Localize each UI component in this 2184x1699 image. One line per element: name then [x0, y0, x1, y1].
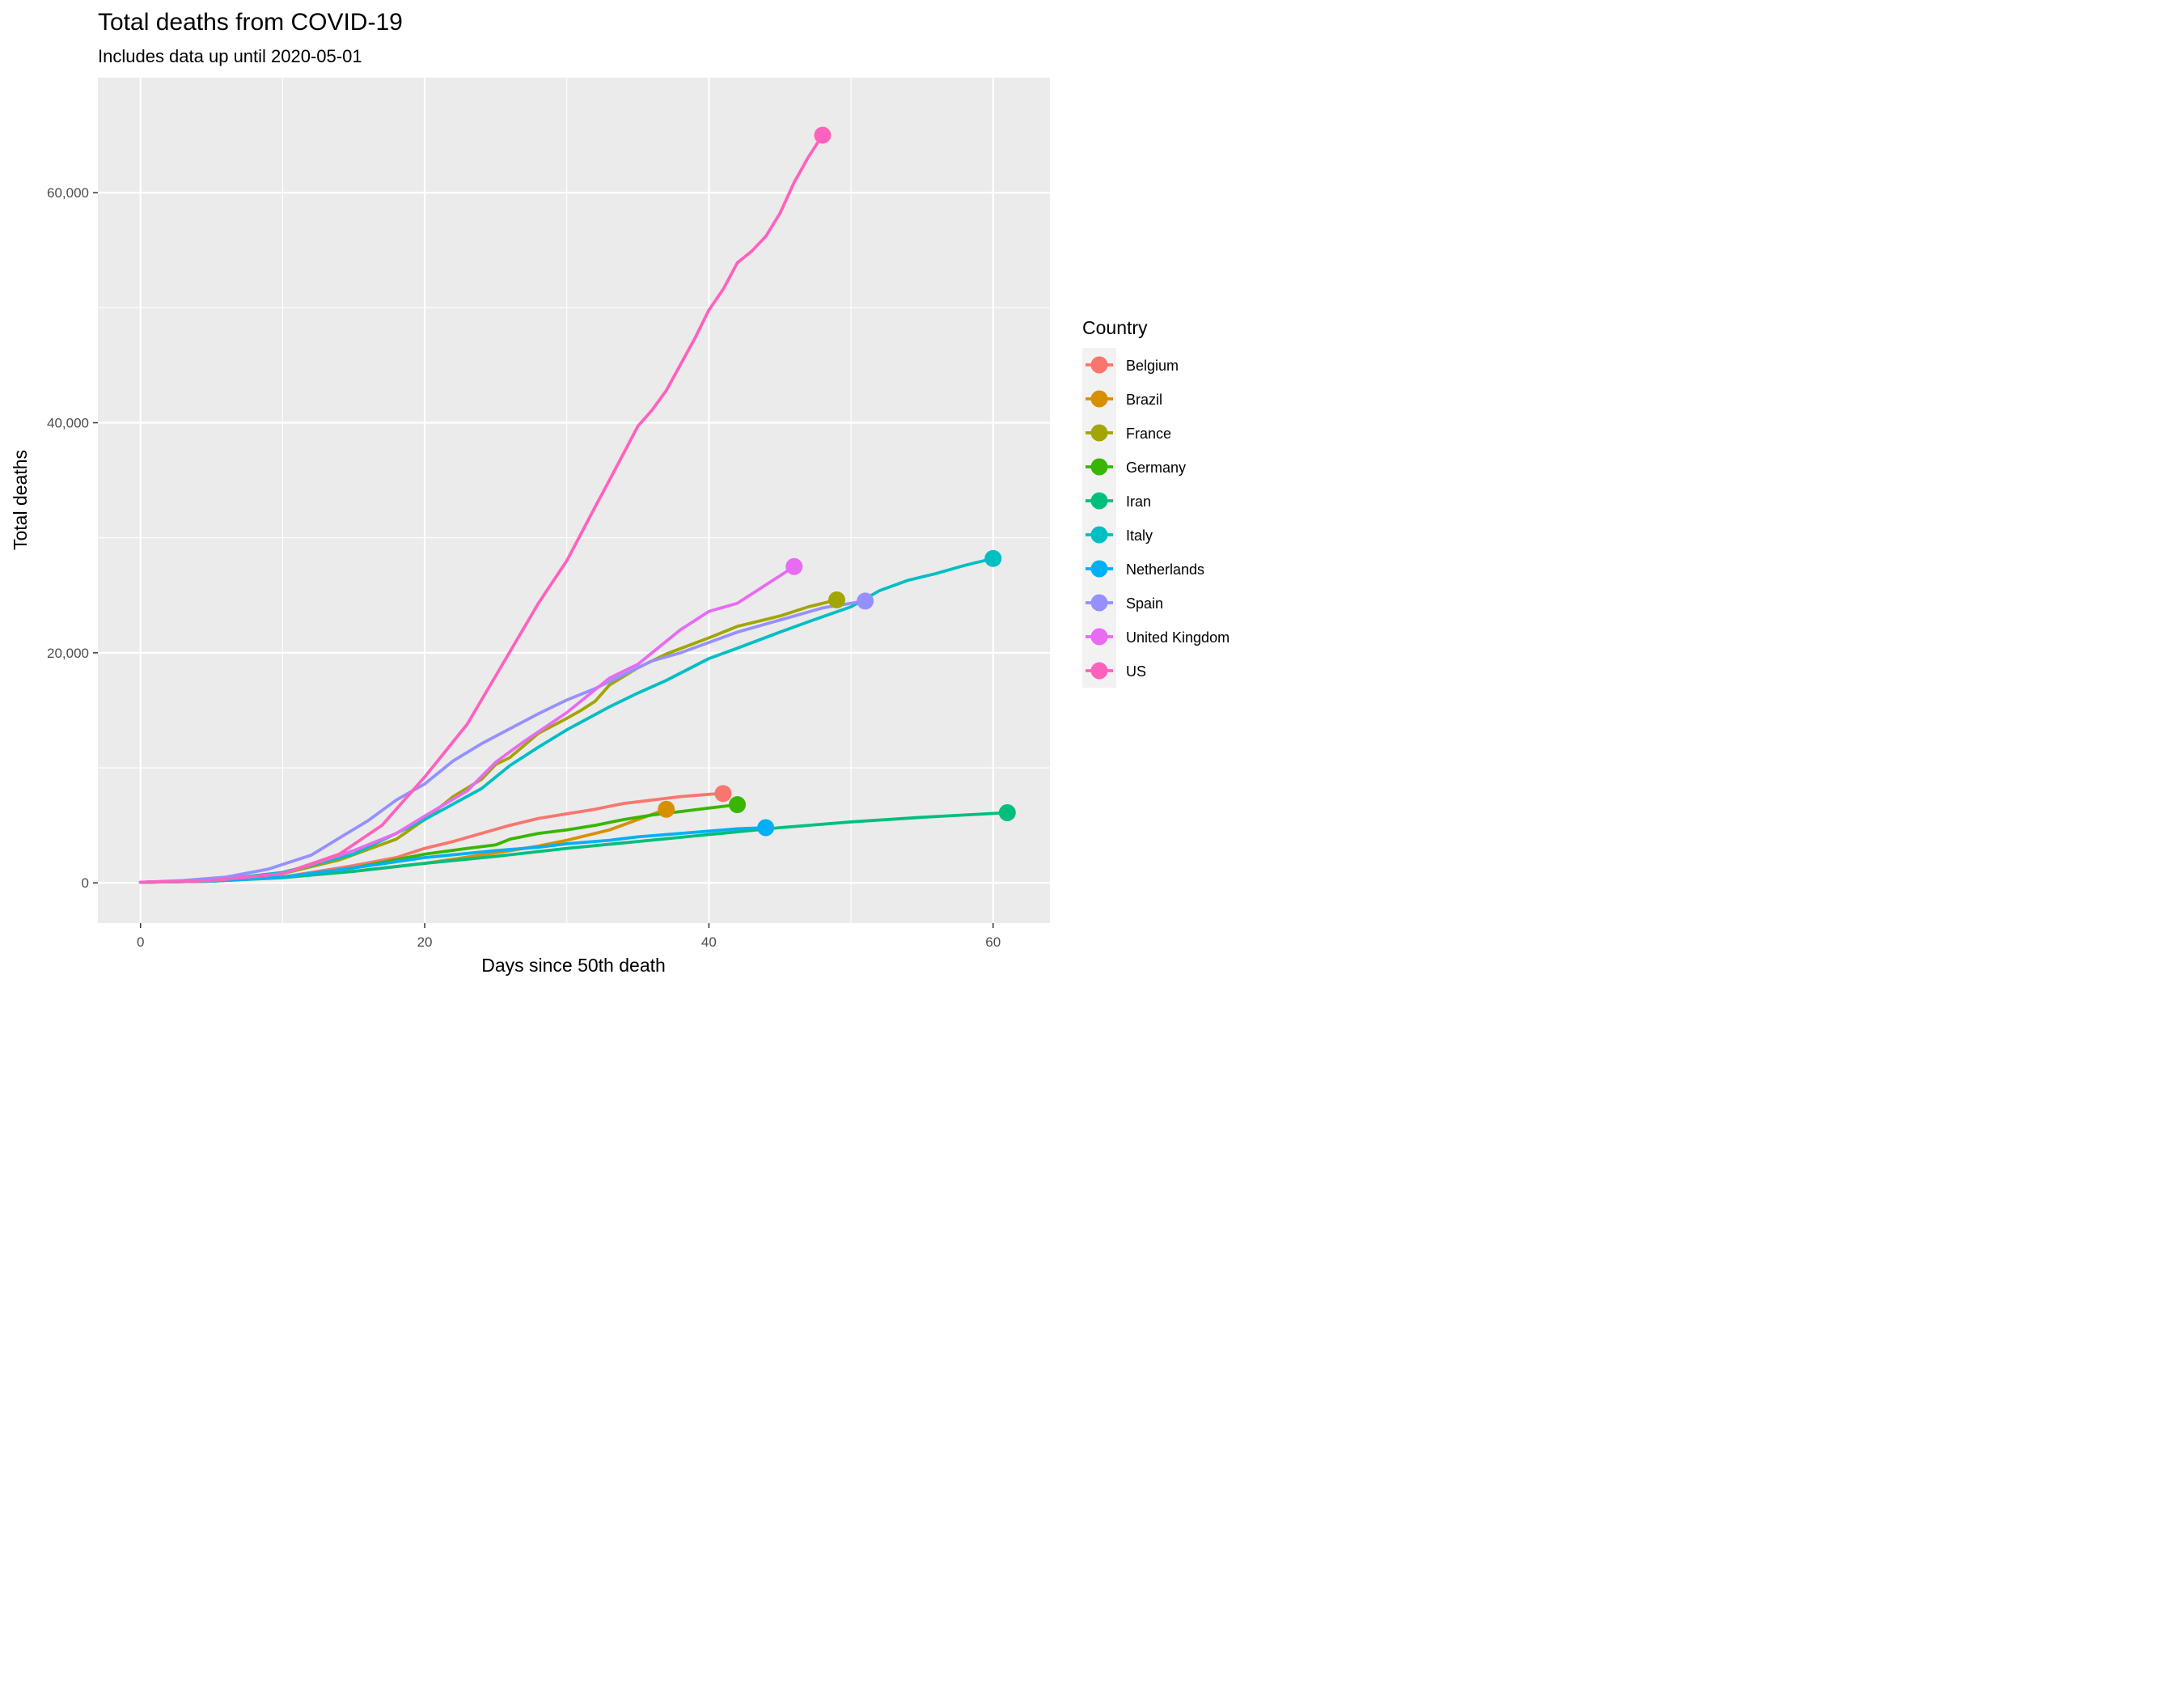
legend-label-italy: Italy — [1126, 527, 1153, 544]
legend-label-us: US — [1126, 663, 1146, 680]
legend-label-iran: Iran — [1126, 494, 1151, 510]
legend-key-point-belgium — [1090, 356, 1108, 374]
legend-key-point-united-kingdom — [1090, 628, 1108, 646]
series-endpoint-united-kingdom — [785, 557, 803, 575]
legend: Belgium Brazil France Germany Iran Italy Nethe… — [1082, 348, 1230, 688]
legend-key-point-spain — [1090, 594, 1108, 612]
legend-key-point-germany — [1090, 458, 1108, 476]
y-axis-ticks: 0 20,000 40,000 60,000 — [47, 185, 98, 891]
x-axis-ticks: 0 20 40 60 — [137, 923, 1001, 950]
legend-key-point-brazil — [1090, 390, 1108, 408]
grid-minor — [98, 78, 1050, 923]
series-line-belgium — [138, 791, 725, 884]
series-line-united-kingdom — [138, 565, 796, 884]
line-chart: Total deaths from COVID-19 Includes data… — [10, 9, 1230, 976]
series-endpoint-germany — [729, 796, 747, 814]
y-axis-title: Total deaths — [10, 450, 31, 550]
y-tick-label: 20,000 — [47, 646, 89, 661]
x-tick-label: 40 — [701, 934, 717, 950]
series-layer — [138, 126, 1016, 884]
x-tick-label: 0 — [137, 934, 144, 950]
grid-major — [98, 78, 1050, 923]
legend-label-belgium: Belgium — [1126, 358, 1179, 374]
legend-key-point-france — [1090, 424, 1108, 442]
series-line-netherlands — [138, 826, 768, 884]
legend-label-brazil: Brazil — [1126, 392, 1162, 408]
legend-key-point-netherlands — [1090, 560, 1108, 578]
series-endpoint-us — [814, 126, 832, 144]
y-tick-label: 40,000 — [47, 416, 89, 431]
chart-subtitle: Includes data up until 2020-05-01 — [98, 46, 362, 66]
legend-key-point-us — [1090, 662, 1108, 680]
y-tick-label: 0 — [82, 875, 89, 891]
legend-label-united-kingdom: United Kingdom — [1126, 629, 1230, 646]
legend-key-point-italy — [1090, 526, 1108, 544]
legend-label-france: France — [1126, 426, 1171, 442]
x-axis-title: Days since 50th death — [481, 955, 666, 976]
x-tick-label: 60 — [985, 934, 1001, 950]
legend-key-point-iran — [1090, 492, 1108, 510]
series-line-us — [138, 133, 824, 884]
chart-title: Total deaths from COVID-19 — [98, 9, 403, 36]
legend-label-germany: Germany — [1126, 460, 1186, 476]
plot-panel — [98, 78, 1050, 923]
x-tick-label: 20 — [417, 934, 433, 950]
series-endpoint-italy — [984, 549, 1002, 567]
series-endpoint-spain — [857, 592, 874, 610]
legend-label-spain: Spain — [1126, 595, 1163, 612]
series-endpoint-belgium — [714, 785, 732, 803]
series-endpoint-brazil — [658, 800, 675, 818]
legend-title: Country — [1082, 317, 1148, 338]
series-endpoint-iran — [998, 804, 1016, 822]
legend-label-netherlands: Netherlands — [1126, 561, 1204, 578]
series-endpoint-france — [827, 591, 845, 608]
y-tick-label: 60,000 — [47, 185, 89, 201]
series-endpoint-netherlands — [757, 819, 775, 837]
series-line-spain — [138, 600, 867, 884]
